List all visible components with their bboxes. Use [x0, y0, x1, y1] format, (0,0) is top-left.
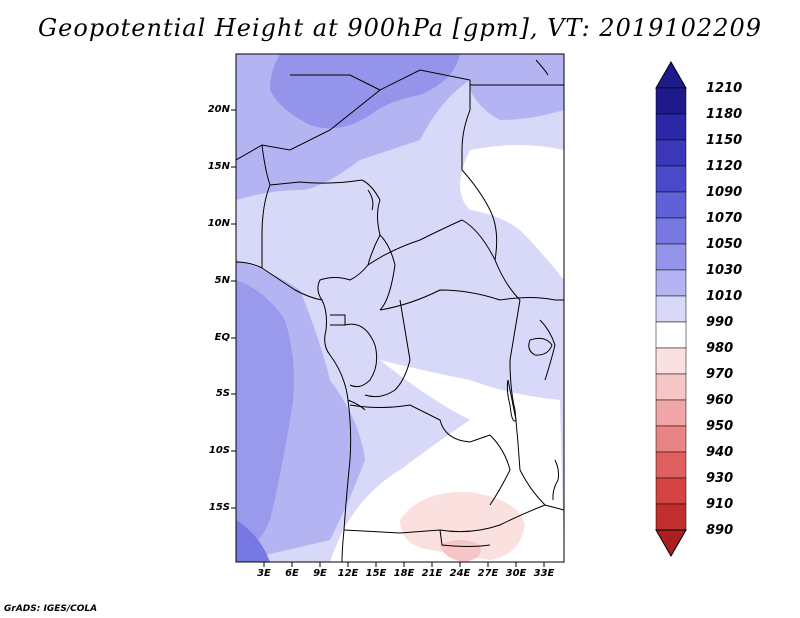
- map-frame: [235, 53, 565, 563]
- colorbar-label: 940: [706, 445, 734, 460]
- lon-label: 30E: [505, 568, 527, 579]
- border-gabon-congo: [344, 323, 378, 388]
- colorbar-label: 1090: [706, 185, 743, 200]
- lon-label: 15E: [365, 568, 387, 579]
- border-chad-sudan: [461, 85, 471, 170]
- software-credit: GrADS: IGES/COLA: [4, 604, 98, 614]
- lake-tanganyika: [506, 379, 517, 422]
- colorbar-label: 1180: [706, 107, 743, 122]
- lon-label: 27E: [477, 568, 499, 579]
- lat-label: 15N: [207, 161, 230, 172]
- border-niger-nigeria: [269, 179, 363, 186]
- west-african-coastline: [236, 261, 352, 562]
- colorbar-label: 1030: [706, 263, 743, 278]
- band-1050-1070-sahara: [270, 54, 460, 129]
- border-cameroon-car: [379, 234, 396, 311]
- band-1030-1050-northeast: [470, 54, 564, 120]
- height-field: [236, 54, 564, 562]
- colorbar-label: 970: [706, 367, 734, 382]
- border-chad-sudan-south: [461, 169, 498, 261]
- lat-label: 20N: [207, 104, 230, 115]
- colorbar-label: 1070: [706, 211, 743, 226]
- lon-label: 18E: [393, 568, 415, 579]
- lon-label: 9E: [313, 568, 327, 579]
- band-1070-1090-atlantic: [236, 520, 270, 562]
- lon-label: 3E: [257, 568, 271, 579]
- colorbar-label: 960: [706, 393, 734, 408]
- lake-chad: [367, 189, 374, 211]
- colorbar-bottom-arrow: [655, 529, 687, 558]
- border-east-drc: [509, 299, 564, 511]
- band-990-1010-northeast: [460, 145, 564, 280]
- border-congo-drc: [364, 299, 411, 398]
- lake-malawi: [552, 459, 560, 501]
- coast-red-sea: [535, 59, 549, 76]
- plot-title: Geopotential Height at 900hPa [gpm], VT:…: [38, 14, 762, 42]
- lon-label: 12E: [337, 568, 359, 579]
- lon-label: 21E: [421, 568, 443, 579]
- lat-label: 10N: [207, 218, 230, 229]
- border-car-chad: [367, 219, 521, 301]
- border-angola-namibia-zambia: [343, 504, 546, 534]
- colorbar-top-arrow: [655, 60, 687, 89]
- lon-label: 24E: [449, 568, 471, 579]
- border-caprivi: [439, 529, 491, 547]
- lat-label: 15S: [208, 502, 230, 513]
- colorbar-label: 1210: [706, 81, 743, 96]
- colorbar-label: 930: [706, 471, 734, 486]
- colorbar-label: 1010: [706, 289, 743, 304]
- border-drc-zambia: [489, 434, 511, 506]
- colorbar-label: 990: [706, 315, 734, 330]
- boundaries: [236, 59, 564, 562]
- lat-label: EQ: [214, 332, 230, 343]
- colorbar-label: 890: [706, 523, 734, 538]
- border-benin-togo: [261, 144, 271, 268]
- border-uganda-kenya: [539, 319, 556, 381]
- lon-label: 6E: [285, 568, 299, 579]
- colorbar-label: 1050: [706, 237, 743, 252]
- border-drc-car: [379, 289, 564, 311]
- band-1050-1070-atlantic: [236, 280, 294, 560]
- border-drc-angola: [349, 404, 491, 443]
- colorbar-label: 1150: [706, 133, 743, 148]
- border-niger-libya: [379, 69, 471, 91]
- colorbar-label: 980: [706, 341, 734, 356]
- axis-ticks: [231, 109, 545, 567]
- lat-label: 10S: [208, 445, 230, 456]
- border-eq-guinea: [330, 314, 346, 326]
- colorbar-label: 1120: [706, 159, 743, 174]
- lon-label: 33E: [533, 568, 555, 579]
- colorbar-label: 950: [706, 419, 734, 434]
- lat-label: 5N: [214, 275, 230, 286]
- colorbar-label: 910: [706, 497, 734, 512]
- colorbar: [655, 60, 687, 558]
- band-980-990: [400, 491, 525, 560]
- lat-label: 5S: [215, 388, 230, 399]
- border-cabinda: [347, 399, 366, 411]
- lake-victoria: [528, 337, 553, 356]
